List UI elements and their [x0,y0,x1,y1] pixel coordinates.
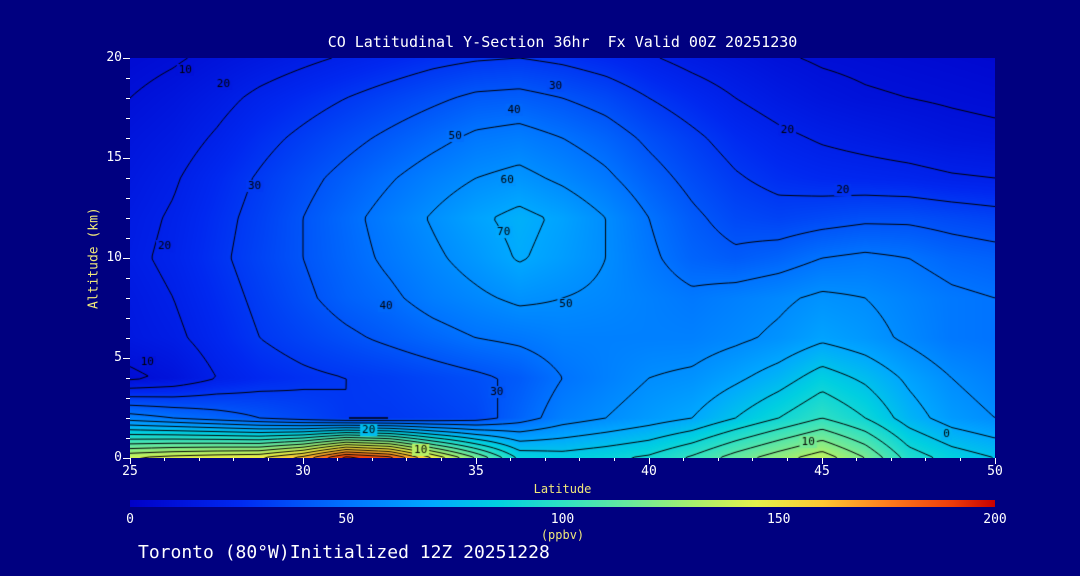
y-axis-tick [126,237,130,239]
y-axis-tick [126,197,130,199]
x-axis-tick [959,458,961,461]
y-axis-tick [123,257,130,259]
x-axis-tick [925,458,927,461]
x-axis-tick [337,458,339,461]
colorbar-tick-label: 100 [550,512,575,527]
x-tick-label: 35 [468,464,484,479]
plot-title: CO Latitudinal Y-Section 36hr Fx Valid 0… [327,33,798,51]
x-tick-label: 40 [641,464,657,479]
y-axis-tick [126,77,130,79]
x-axis-tick [683,458,685,461]
x-axis-tick [164,458,166,461]
x-axis-title: Latitude [533,482,592,496]
y-axis-tick [126,437,130,439]
y-tick-label: 20 [106,50,122,65]
colorbar [130,500,995,507]
x-tick-label: 25 [122,464,138,479]
x-tick-label: 45 [814,464,830,479]
y-axis-tick [126,337,130,339]
x-axis-tick [371,458,373,461]
y-tick-label: 10 [106,250,122,265]
x-axis-tick [440,458,442,461]
y-axis-tick [126,377,130,379]
y-tick-label: 0 [114,450,122,465]
x-axis-tick [406,458,408,461]
x-axis-tick [475,458,477,464]
y-axis-tick [123,57,130,59]
footer-text: Toronto (80°W)Initialized 12Z 20251228 [138,542,550,563]
y-tick-label: 5 [114,350,122,365]
y-axis-tick [126,217,130,219]
colorbar-units: (ppbv) [540,528,585,542]
y-axis-tick [126,177,130,179]
x-axis-tick [821,458,823,464]
x-axis-tick [233,458,235,461]
y-tick-label: 15 [106,150,122,165]
colorbar-tick-label: 150 [767,512,791,527]
x-axis-tick [890,458,892,461]
x-axis-tick [752,458,754,461]
y-axis-tick [126,277,130,279]
x-axis-tick [302,458,304,464]
y-axis-tick [123,357,130,359]
y-axis-tick [123,457,130,459]
x-axis-tick [717,458,719,461]
y-axis-tick [126,97,130,99]
x-axis-tick [994,458,996,464]
y-axis-tick [123,157,130,159]
x-axis-tick [613,458,615,461]
y-axis-tick [126,117,130,119]
x-axis-tick [510,458,512,461]
x-tick-label: 30 [295,464,311,479]
x-tick-label: 50 [987,464,1003,479]
y-axis-tick [126,317,130,319]
x-axis-tick [129,458,131,464]
colorbar-tick-label: 50 [338,512,355,527]
plot-canvas [130,58,995,458]
colorbar-tick-label: 200 [983,512,1007,527]
x-axis-tick [579,458,581,461]
y-axis-tick [126,397,130,399]
y-axis-tick [126,417,130,419]
colorbar-tick-label: 0 [126,512,134,527]
x-axis-tick [544,458,546,461]
x-axis-tick [198,458,200,461]
y-axis-tick [126,297,130,299]
x-axis-tick [648,458,650,464]
x-axis-tick [786,458,788,461]
y-axis-tick [126,137,130,139]
x-axis-tick [267,458,269,461]
x-axis-tick [856,458,858,461]
